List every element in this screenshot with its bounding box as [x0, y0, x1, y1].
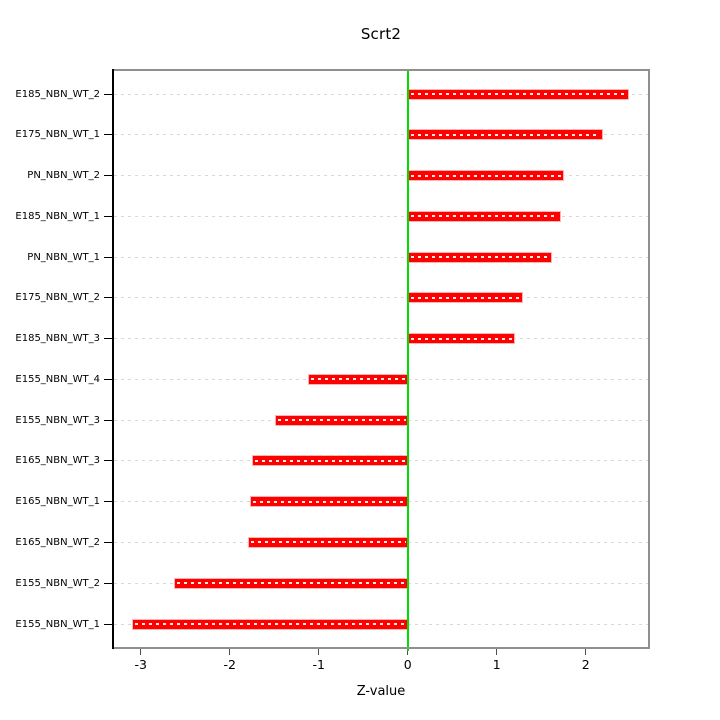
plot-border-top	[112, 69, 650, 71]
y-axis-tick	[104, 419, 112, 421]
x-axis-tick	[229, 649, 231, 655]
x-axis-tick	[407, 649, 409, 655]
bar	[407, 88, 629, 100]
y-axis-tick	[104, 501, 112, 503]
bar-inner-dash	[410, 256, 549, 259]
bar	[407, 170, 565, 182]
bar	[250, 496, 409, 508]
bar	[308, 373, 409, 385]
zero-reference-line	[406, 71, 409, 651]
x-axis-tick	[585, 649, 587, 655]
bar-inner-dash	[311, 378, 406, 381]
y-axis-tick	[104, 215, 112, 217]
y-axis-tick	[104, 256, 112, 258]
y-axis-label: E185_NBN_WT_2	[15, 88, 100, 100]
y-axis-label: E155_NBN_WT_4	[15, 373, 100, 385]
x-axis-tick	[140, 649, 142, 655]
bar	[407, 129, 603, 141]
x-axis-tick	[318, 649, 320, 655]
bar-inner-dash	[410, 93, 626, 95]
row-gridline	[114, 338, 648, 340]
y-axis-tick	[104, 623, 112, 625]
row-gridline	[114, 93, 648, 95]
bar	[248, 536, 409, 548]
y-axis-label: E175_NBN_WT_1	[15, 129, 100, 141]
y-axis-label: E155_NBN_WT_2	[15, 577, 100, 589]
x-axis-tick-label: 2	[581, 657, 590, 672]
chart-title: Scrt2	[360, 25, 402, 43]
plot-area	[114, 71, 648, 647]
bar-inner-dash	[410, 215, 558, 218]
bar	[407, 251, 552, 263]
bar	[131, 618, 409, 630]
y-axis-label: E155_NBN_WT_3	[15, 414, 100, 426]
x-axis-tick-label: 0	[403, 657, 412, 672]
y-axis-tick	[104, 338, 112, 340]
bar-inner-dash	[410, 174, 562, 177]
x-axis-tick	[496, 649, 498, 655]
y-axis-tick	[104, 582, 112, 584]
bar-inner-dash	[278, 419, 406, 422]
bar	[173, 577, 409, 589]
y-axis-tick	[104, 378, 112, 380]
y-axis-label: E165_NBN_WT_2	[15, 536, 100, 548]
y-axis-label: PN_NBN_WT_2	[27, 170, 100, 182]
row-gridline	[114, 297, 648, 299]
y-axis-label: E155_NBN_WT_1	[15, 618, 100, 630]
bar	[407, 333, 515, 345]
bar-inner-dash	[254, 459, 406, 462]
bar-inner-dash	[176, 582, 406, 585]
y-axis-label: PN_NBN_WT_1	[27, 251, 100, 263]
bar-inner-dash	[410, 296, 520, 299]
y-axis-label: E185_NBN_WT_1	[15, 210, 100, 222]
x-axis-tick-label: -2	[223, 657, 236, 672]
plot-border-right	[648, 69, 650, 649]
y-axis-tick	[104, 175, 112, 177]
y-axis-label: E165_NBN_WT_3	[15, 455, 100, 467]
plot-border-left	[112, 69, 114, 649]
y-axis-tick	[104, 297, 112, 299]
y-axis-tick	[104, 541, 112, 543]
bar	[407, 210, 561, 222]
bar-inner-dash	[134, 623, 406, 625]
y-axis-tick	[104, 93, 112, 95]
row-gridline	[114, 134, 648, 136]
row-gridline	[114, 215, 648, 217]
x-axis-tick-label: 1	[492, 657, 501, 672]
x-axis-title: Z-value	[356, 684, 406, 699]
row-gridline	[114, 175, 648, 177]
y-axis-tick	[104, 460, 112, 462]
row-gridline	[114, 256, 648, 258]
y-axis-label: E185_NBN_WT_3	[15, 333, 100, 345]
y-axis-tick	[104, 134, 112, 136]
x-axis-tick-label: -3	[134, 657, 147, 672]
bar	[251, 455, 409, 467]
bar-inner-dash	[410, 133, 600, 136]
bar	[407, 292, 523, 304]
y-axis-label: E165_NBN_WT_1	[15, 496, 100, 508]
y-axis-label: E175_NBN_WT_2	[15, 292, 100, 304]
bar-inner-dash	[251, 541, 406, 544]
bar-inner-dash	[410, 337, 512, 340]
bar	[275, 414, 409, 426]
bar-inner-dash	[253, 500, 406, 503]
x-axis-tick-label: -1	[312, 657, 325, 672]
plot-border-bottom	[112, 647, 650, 649]
